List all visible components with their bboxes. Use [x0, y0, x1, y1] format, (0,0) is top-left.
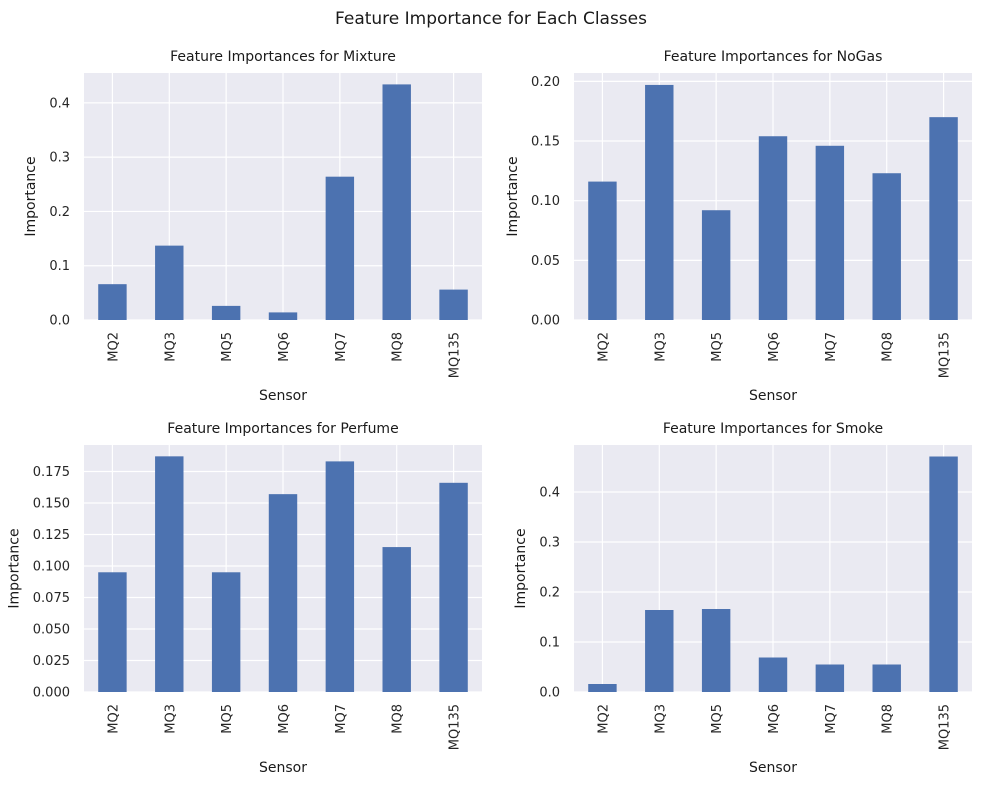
x-tick-label: MQ7 — [334, 332, 349, 362]
y-tick-label: 0.3 — [539, 536, 560, 551]
subplot-2: 0.000 0.025 0.050 0.075 0.100 0.125 0.150 0.175… — [7, 421, 482, 776]
y-tick-label: 0.0 — [539, 686, 560, 701]
y-axis-label: Importance — [23, 156, 39, 236]
y-tick-label: 0.3 — [49, 151, 70, 166]
subplot-title: Feature Importances for Mixture — [170, 49, 396, 65]
y-tick-label: 0.0 — [49, 314, 70, 329]
y-tick-label: 0.150 — [33, 496, 70, 511]
x-tick-label: MQ2 — [106, 704, 121, 734]
x-tick-label: MQ3 — [163, 704, 178, 734]
bar-mq7 — [325, 461, 355, 692]
y-axis-label: Importance — [513, 528, 529, 608]
x-tick-label: MQ5 — [710, 332, 725, 362]
x-tick-label: MQ6 — [277, 332, 292, 362]
bar-mq3 — [155, 245, 184, 320]
x-tick-label: MQ6 — [277, 704, 292, 734]
x-tick-label: MQ8 — [391, 332, 406, 362]
bar-mq135 — [439, 482, 468, 692]
x-tick-label: MQ135 — [938, 332, 953, 378]
y-tick-label: 0.000 — [33, 686, 70, 701]
bar-mq7 — [325, 176, 355, 320]
y-tick-label: 0.075 — [33, 591, 70, 606]
y-axis-label: Importance — [7, 528, 23, 608]
bar-mq7 — [815, 664, 845, 692]
bar-mq5 — [701, 609, 731, 692]
x-tick-label: MQ7 — [334, 704, 349, 734]
x-tick-label: MQ5 — [220, 332, 235, 362]
x-tick-label: MQ8 — [881, 704, 896, 734]
y-axis-label: Importance — [505, 156, 521, 236]
bar-mq8 — [872, 173, 901, 320]
bar-mq8 — [382, 547, 411, 692]
bar-mq2 — [98, 572, 127, 692]
bar-mq6 — [758, 136, 788, 320]
bar-mq6 — [268, 494, 298, 692]
y-tick-label: 0.2 — [539, 586, 560, 601]
y-tick-label: 0.025 — [33, 654, 70, 669]
x-tick-label: MQ3 — [653, 704, 668, 734]
subplot-title: Feature Importances for Smoke — [663, 421, 883, 437]
y-tick-label: 0.050 — [33, 622, 70, 637]
y-tick-label: 0.4 — [539, 486, 560, 501]
y-tick-label: 0.05 — [531, 254, 560, 269]
bar-mq6 — [268, 312, 298, 320]
x-tick-label: MQ8 — [391, 704, 406, 734]
x-tick-label: MQ7 — [824, 332, 839, 362]
y-tick-label: 0.15 — [531, 135, 560, 150]
figure-title: Feature Importance for Each Classes — [335, 9, 647, 29]
y-tick-label: 0.100 — [33, 559, 70, 574]
y-tick-label: 0.125 — [33, 528, 70, 543]
bar-mq3 — [645, 84, 674, 320]
subplot-0: 0.0 0.1 0.2 0.3 0.4 MQ2 MQ3 MQ5 MQ6 MQ7 MQ8 MQ135 Fe… — [23, 49, 482, 404]
y-tick-label: 0.2 — [49, 205, 70, 220]
y-tick-label: 0.4 — [49, 96, 70, 111]
x-tick-label: MQ8 — [881, 332, 896, 362]
bar-mq2 — [588, 181, 617, 320]
subplots: 0.0 0.1 0.2 0.3 0.4 MQ2 MQ3 MQ5 MQ6 MQ7 MQ8 MQ135 Fe… — [7, 49, 972, 776]
bar-mq7 — [815, 145, 845, 320]
bar-mq3 — [155, 456, 184, 692]
bar-mq8 — [382, 84, 411, 321]
x-tick-label: MQ5 — [220, 704, 235, 734]
bar-mq5 — [211, 305, 241, 320]
x-tick-label: MQ6 — [767, 704, 782, 734]
bar-mq5 — [701, 210, 731, 320]
y-tick-label: 0.20 — [531, 75, 560, 90]
bar-mq135 — [929, 117, 958, 321]
x-axis-label: Sensor — [259, 388, 307, 404]
bar-mq2 — [588, 684, 617, 692]
x-axis-label: Sensor — [749, 760, 797, 776]
x-axis-label: Sensor — [749, 388, 797, 404]
y-tick-label: 0.1 — [49, 259, 70, 274]
x-tick-label: MQ7 — [824, 704, 839, 734]
subplot-title: Feature Importances for NoGas — [664, 49, 883, 65]
y-tick-label: 0.10 — [531, 194, 560, 209]
x-tick-label: MQ3 — [653, 332, 668, 362]
bar-mq135 — [439, 289, 468, 320]
subplot-3: 0.0 0.1 0.2 0.3 0.4 MQ2 MQ3 MQ5 MQ6 MQ7 MQ8 MQ135 Fe… — [513, 421, 972, 776]
bar-mq135 — [929, 456, 958, 692]
subplot-title: Feature Importances for Perfume — [167, 421, 398, 437]
x-tick-label: MQ135 — [448, 332, 463, 378]
bar-mq6 — [758, 657, 788, 692]
y-tick-label: 0.00 — [531, 314, 560, 329]
bar-mq5 — [211, 572, 241, 692]
bar-mq8 — [872, 664, 901, 692]
x-tick-label: MQ2 — [596, 332, 611, 362]
x-tick-label: MQ6 — [767, 332, 782, 362]
x-axis-label: Sensor — [259, 760, 307, 776]
bar-mq3 — [645, 610, 674, 692]
x-tick-label: MQ5 — [710, 704, 725, 734]
x-tick-label: MQ3 — [163, 332, 178, 362]
x-tick-label: MQ135 — [448, 704, 463, 750]
y-tick-label: 0.175 — [33, 465, 70, 480]
x-tick-label: MQ135 — [938, 704, 953, 750]
bar-mq2 — [98, 284, 127, 320]
x-tick-label: MQ2 — [106, 332, 121, 362]
x-tick-label: MQ2 — [596, 704, 611, 734]
y-tick-label: 0.1 — [539, 636, 560, 651]
subplot-1: 0.00 0.05 0.10 0.15 0.20 MQ2 MQ3 MQ5 MQ6 MQ7 MQ8 MQ… — [505, 49, 972, 404]
